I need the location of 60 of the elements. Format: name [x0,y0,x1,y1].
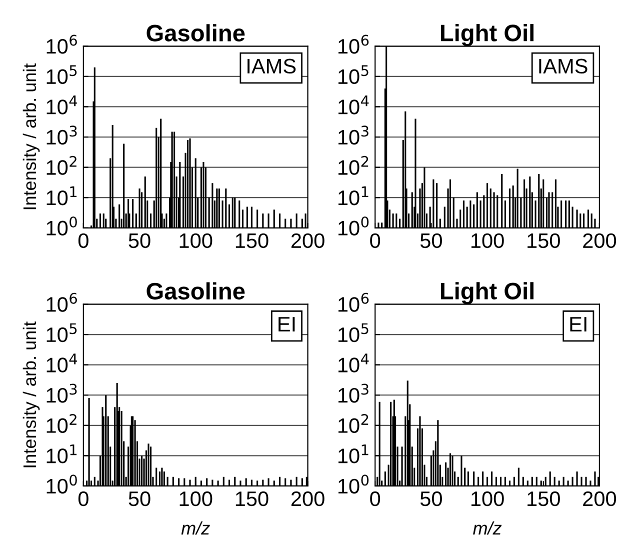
x-tick-label: 0 [78,233,88,248]
x-axis-title: m/z [473,521,502,535]
y-tick-label: 10$^{0}$ [338,474,369,494]
x-tick-label: 150 [528,491,560,506]
x-tick-label: 200 [583,491,616,506]
y-tick-label: 10$^{6}$ [338,292,369,312]
y-tick-label: 10$^{5}$ [46,323,77,342]
x-tick-label: 50 [128,233,150,248]
y-tick-label: 10$^{0}$ [46,216,77,236]
y-tick-label: 10$^{2}$ [46,156,76,175]
x-tick-label: 200 [583,233,616,248]
y-tick-label: 10$^{6}$ [46,34,77,54]
y-tick-label: 10$^{2}$ [338,156,368,175]
y-tick-label: 10$^{4}$ [338,354,369,372]
y-tick-label: 10$^{5}$ [338,65,368,84]
y-tick-label: 10$^{4}$ [338,96,369,114]
y-tick-label: 10$^{1}$ [338,186,368,206]
x-tick-label: 200 [291,233,324,248]
x-tick-label: 150 [236,233,268,248]
x-tick-label: 150 [528,233,560,248]
y-tick-label: 10$^{3}$ [338,126,368,145]
y-axis-title: Intensity / arb. unit [22,63,40,210]
x-tick-label: 150 [236,491,268,506]
y-tick-label: 10$^{1}$ [46,186,77,206]
y-tick-label: 10$^{1}$ [338,444,368,464]
y-tick-label: 10$^{0}$ [338,216,369,236]
annotation: EI [278,317,295,332]
y-axis-title: Intensity / arb. unit [22,321,40,468]
y-tick-label: 10$^{3}$ [338,384,368,403]
y-tick-label: 10$^{2}$ [46,414,76,433]
x-tick-label: 100 [471,491,504,506]
y-tick-label: 10$^{4}$ [46,354,78,372]
y-tick-label: 10$^{0}$ [46,474,77,494]
y-tick-label: 10$^{2}$ [338,414,368,433]
x-tick-label: 100 [471,233,504,248]
x-tick-label: 100 [180,491,212,506]
y-tick-label: 10$^{6}$ [46,292,77,312]
x-tick-label: 200 [291,491,324,506]
annotation: EI [570,317,586,332]
x-tick-label: 0 [78,491,88,506]
x-tick-label: 50 [420,233,442,248]
chart-title: Light Oil [440,282,534,304]
x-axis-title: m/z [181,521,210,535]
x-tick-label: 100 [180,233,212,248]
y-tick-label: 10$^{3}$ [46,384,77,403]
y-tick-label: 10$^{5}$ [46,65,77,84]
x-tick-label: 50 [128,491,150,506]
chart-title: Gasoline [146,24,245,42]
y-tick-label: 10$^{1}$ [46,444,77,464]
chart-title: Gasoline [146,282,245,300]
x-tick-label: 0 [370,233,380,248]
y-tick-label: 10$^{5}$ [338,323,368,342]
annotation: IAMS [539,58,588,74]
annotation: IAMS [248,58,296,74]
y-tick-label: 10$^{4}$ [46,96,78,114]
y-tick-label: 10$^{6}$ [338,34,369,54]
y-tick-label: 10$^{3}$ [46,126,77,145]
x-tick-label: 50 [420,491,442,506]
chart-title: Light Oil [440,24,534,46]
x-tick-label: 0 [370,491,380,506]
